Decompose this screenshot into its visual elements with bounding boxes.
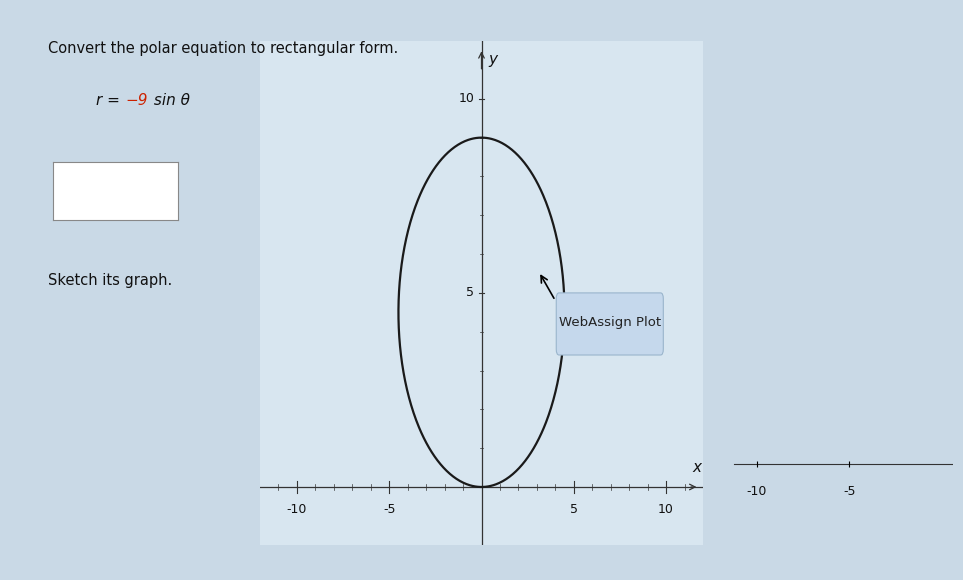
Text: -5: -5: [383, 502, 396, 516]
Text: 10: 10: [658, 502, 674, 516]
Text: x: x: [692, 461, 701, 476]
FancyBboxPatch shape: [557, 293, 664, 355]
Text: 5: 5: [570, 502, 578, 516]
Text: sin θ: sin θ: [149, 93, 191, 108]
Text: Sketch its graph.: Sketch its graph.: [48, 273, 172, 288]
Text: 10: 10: [458, 92, 474, 106]
Text: -10: -10: [287, 502, 307, 516]
Text: −9: −9: [125, 93, 147, 108]
Text: -5: -5: [844, 485, 855, 498]
Text: r =: r =: [96, 93, 125, 108]
Text: Convert the polar equation to rectangular form.: Convert the polar equation to rectangula…: [48, 41, 399, 56]
Text: -10: -10: [746, 485, 768, 498]
Text: y: y: [488, 52, 497, 67]
Text: WebAssign Plot: WebAssign Plot: [559, 316, 661, 328]
Text: 5: 5: [466, 287, 474, 299]
